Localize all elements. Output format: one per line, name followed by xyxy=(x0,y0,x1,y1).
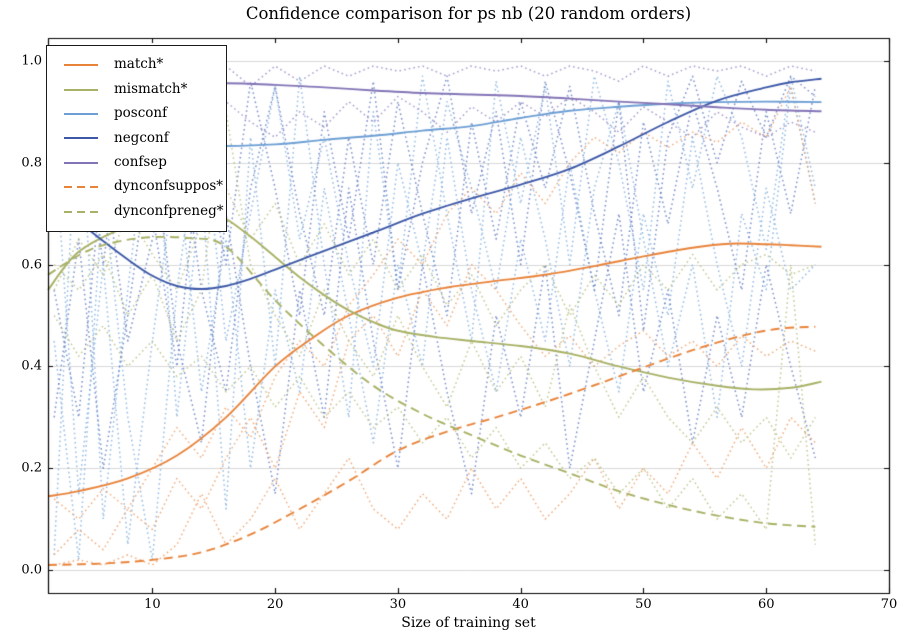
y-tick-label-0.2: 0.2 xyxy=(21,460,42,476)
legend-entry-match: match* xyxy=(56,53,218,77)
legend-entry-posconf: posconf xyxy=(56,102,218,126)
legend-label: dynconfpreneg* xyxy=(114,202,224,219)
legend-entry-mismatch: mismatch* xyxy=(56,77,218,101)
legend-label: negconf xyxy=(114,129,169,146)
legend-entry-negconf: negconf xyxy=(56,126,218,150)
x-tick-label-70: 70 xyxy=(880,597,898,612)
x-axis-label: Size of training set xyxy=(401,615,536,631)
y-tick-label-0.6: 0.6 xyxy=(21,257,42,273)
legend-label: posconf xyxy=(114,105,168,122)
legend-line-sample xyxy=(64,186,98,189)
legend: match* mismatch* posconf negconf confsep dync… xyxy=(46,45,227,232)
legend-line-sample xyxy=(64,137,98,140)
legend-line-sample xyxy=(64,64,98,67)
x-tick-label-10: 10 xyxy=(144,597,161,612)
legend-label: mismatch* xyxy=(114,80,188,97)
legend-line-sample xyxy=(64,112,98,115)
legend-line-sample xyxy=(64,210,98,213)
y-tick-label-0.4: 0.4 xyxy=(21,358,42,374)
legend-label: confsep xyxy=(114,154,167,170)
legend-entry-confsep: confsep xyxy=(56,151,218,175)
legend-line-sample xyxy=(64,161,98,164)
chart-title: Confidence comparison for ps nb (20 rand… xyxy=(245,4,692,23)
legend-label: dynconfsuppos* xyxy=(114,178,224,195)
x-tick-label-50: 50 xyxy=(635,597,652,612)
y-tick-label-0.8: 0.8 xyxy=(21,155,42,171)
x-tick-label-30: 30 xyxy=(389,597,407,612)
x-tick-label-20: 20 xyxy=(266,597,284,612)
y-tick-label-1.0: 1.0 xyxy=(21,53,42,69)
legend-entry-dynconfpreneg: dynconfpreneg* xyxy=(56,199,224,223)
legend-line-sample xyxy=(64,88,98,91)
legend-label: match* xyxy=(114,56,164,73)
x-tick-label-40: 40 xyxy=(512,597,529,612)
y-tick-label-0.0: 0.0 xyxy=(21,562,42,578)
x-tick-label-60: 60 xyxy=(757,597,775,612)
legend-entry-dynconfsuppos: dynconfsuppos* xyxy=(56,175,223,199)
